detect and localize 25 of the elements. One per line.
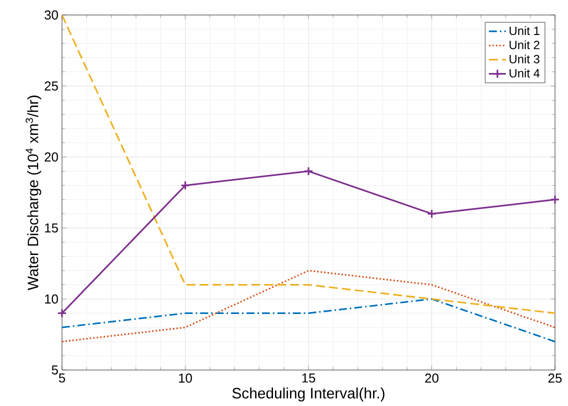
x-tick-label: 10	[179, 374, 192, 383]
y-tick-label: 15	[45, 223, 58, 233]
point	[426, 209, 437, 219]
x-tick-label: 25	[548, 374, 562, 383]
line-series	[62, 14, 556, 314]
x-tick-label: 20	[425, 374, 438, 383]
x-axis-title: Scheduling Interval(hr.)	[232, 388, 384, 402]
y-axis-title: Water Discharge (10$^{4}$ xm$^{3}$/hr)	[26, 96, 42, 290]
y-tick-label: 20	[44, 152, 58, 162]
line-series	[62, 270, 556, 342]
legend-label: Unit 3	[510, 54, 540, 64]
x-tick-label: 5	[58, 374, 66, 383]
point	[304, 166, 314, 176]
legend-label: Unit 2	[510, 40, 540, 50]
point	[550, 194, 560, 204]
y-tick-label: 25	[44, 81, 58, 91]
point	[57, 308, 67, 318]
y-tick-label: 5	[52, 365, 58, 375]
y-tick-label: 30	[44, 10, 58, 20]
y-tick-label: 10	[45, 294, 58, 304]
x-tick-label: 15	[302, 374, 316, 383]
line-series	[62, 298, 556, 342]
point	[180, 180, 190, 190]
legend-label: Unit 1	[510, 26, 540, 36]
legend-label: Unit 4	[510, 68, 540, 78]
